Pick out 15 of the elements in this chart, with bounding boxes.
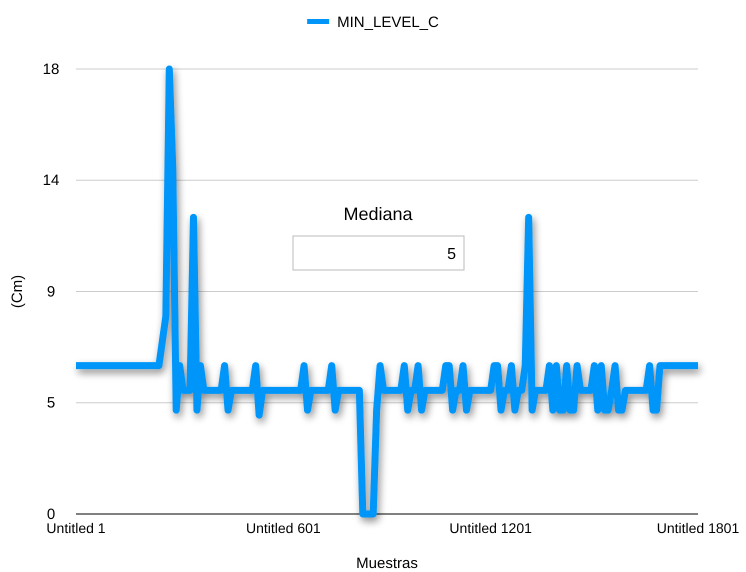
x-axis-title: Muestras <box>356 555 418 572</box>
x-tick-label: Untitled 1 <box>46 520 106 536</box>
y-tick-label: 14 <box>42 172 60 190</box>
annotation: 5 <box>447 246 456 263</box>
y-tick-label: 5 <box>46 394 56 412</box>
x-tick-label: Untitled 1201 <box>449 520 532 536</box>
y-tick-label: 0 <box>46 506 56 523</box>
x-tick-label: Untitled 601 <box>246 520 321 536</box>
y-axis-title: (Cm) <box>9 274 26 308</box>
annotation: Mediana <box>343 204 414 224</box>
y-tick-label: 18 <box>42 60 60 78</box>
x-tick-label: Untitled 1801 <box>656 520 740 536</box>
text-box: 5 <box>292 236 464 270</box>
legend-label: MIN_LEVEL_C <box>337 14 440 31</box>
y-tick-label: 9 <box>46 283 56 300</box>
